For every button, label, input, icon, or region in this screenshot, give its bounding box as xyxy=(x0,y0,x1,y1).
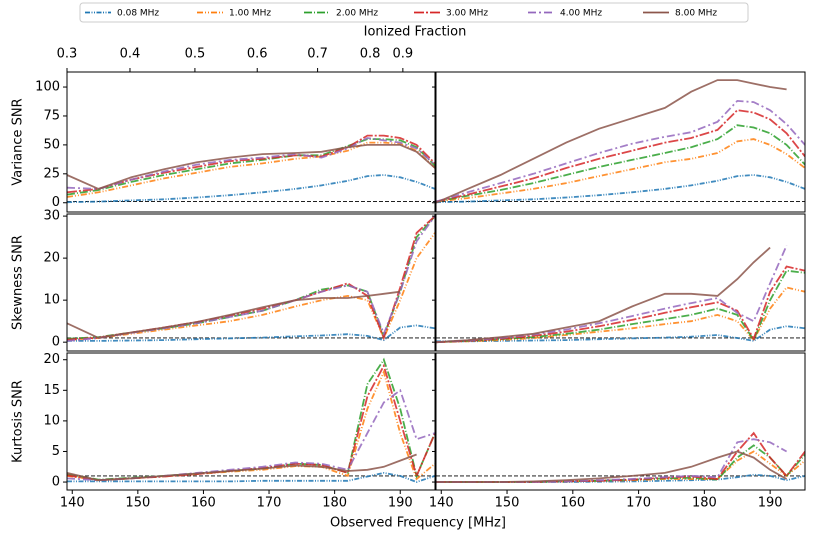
legend-label: 8.00 MHz xyxy=(675,9,717,19)
panel xyxy=(432,71,806,213)
series-line xyxy=(67,232,435,341)
y-tick-label: 30 xyxy=(43,209,60,224)
series-line xyxy=(67,215,435,342)
x-tick-label: 160 xyxy=(560,496,585,511)
y-tick-label: 0 xyxy=(52,475,60,490)
y-tick-label: 0 xyxy=(52,195,60,210)
top-tick-label: 0.3 xyxy=(57,47,78,62)
x-tick-label: 180 xyxy=(322,496,347,511)
y-tick-label: 5 xyxy=(52,444,60,459)
series-line xyxy=(67,215,435,340)
series-line xyxy=(436,450,788,483)
y-tick-label: 10 xyxy=(43,293,60,308)
series-line xyxy=(436,246,771,344)
series-line xyxy=(436,473,805,483)
x-tick-label: 140 xyxy=(60,496,85,511)
y-tick-label: 25 xyxy=(43,166,60,181)
series-group xyxy=(67,215,435,342)
legend-label: 4.00 MHz xyxy=(560,9,602,19)
legend-label: 2.00 MHz xyxy=(336,9,378,19)
top-tick-label: 0.9 xyxy=(393,47,414,62)
y-tick-label: 15 xyxy=(43,383,60,398)
series-group xyxy=(436,245,805,344)
x-tick-label: 150 xyxy=(125,496,150,511)
series-line xyxy=(67,137,435,190)
top-tick-label: 0.5 xyxy=(185,47,206,62)
series-line xyxy=(67,141,435,198)
legend-label: 1.00 MHz xyxy=(229,9,271,19)
series-line xyxy=(67,324,435,342)
series-line xyxy=(67,138,435,196)
y-tick-label: 20 xyxy=(43,352,60,367)
series-line xyxy=(67,369,435,482)
series-line xyxy=(67,174,435,204)
series-line xyxy=(436,109,805,203)
series-line xyxy=(67,453,417,482)
series-group xyxy=(436,431,805,483)
y-axis-label: Variance SNR xyxy=(11,98,26,185)
top-tick-label: 0.4 xyxy=(120,47,141,62)
x-tick-label: 180 xyxy=(692,496,717,511)
panel: 0 25 50 75 100 0.3 0.4 0.5 0.6 0.7 0.8 0.9 xyxy=(35,47,436,213)
panel-frame xyxy=(66,71,436,213)
top-tick-label: 0.8 xyxy=(360,47,381,62)
y-tick-label: 10 xyxy=(43,413,60,428)
series-line xyxy=(436,124,805,203)
series-line xyxy=(436,79,787,204)
series-line xyxy=(67,290,401,339)
panel-frame xyxy=(435,71,806,213)
series-line xyxy=(67,471,435,483)
y-tick-label: 0 xyxy=(52,335,60,350)
legend-label: 0.08 MHz xyxy=(117,9,159,19)
series-group xyxy=(67,134,435,204)
series-line xyxy=(67,363,435,482)
y-axis-label: Skewness SNR xyxy=(11,235,26,330)
series-line xyxy=(436,265,805,344)
series-line xyxy=(436,269,805,344)
legend: 0.08 MHz 1.00 MHz 2.00 MHz 3.00 MHz 4.00 MHz… xyxy=(79,2,749,23)
x-tick-label: 190 xyxy=(388,496,413,511)
top-tick-label: 0.6 xyxy=(247,47,268,62)
panel: 0 5 10 15 20 140 150 160 170 180 190 xyxy=(43,352,436,511)
series-line xyxy=(436,138,805,203)
series-line xyxy=(67,144,435,190)
x-tick-label: 140 xyxy=(429,496,454,511)
panel: 0 10 20 30 xyxy=(43,209,436,352)
panel-frame xyxy=(66,213,436,352)
x-tick-label: 150 xyxy=(495,496,520,511)
series-line xyxy=(436,325,805,343)
x-tick-label: 170 xyxy=(626,496,651,511)
x-axis-label: Observed Frequency [MHz] xyxy=(330,516,506,531)
y-axis-label: Kurtosis SNR xyxy=(11,380,26,463)
series-line xyxy=(67,357,435,481)
top-axis-label: Ionized Fraction xyxy=(364,25,467,40)
x-tick-label: 190 xyxy=(758,496,783,511)
y-tick-label: 75 xyxy=(43,108,60,123)
y-tick-label: 20 xyxy=(43,251,60,266)
series-line xyxy=(436,99,805,203)
panel-frame xyxy=(435,213,806,352)
panel xyxy=(432,213,806,352)
x-tick-label: 160 xyxy=(191,496,216,511)
panel-frame xyxy=(66,352,436,491)
legend-label: 3.00 MHz xyxy=(446,9,488,19)
top-tick-label: 0.7 xyxy=(307,47,328,62)
panel-frame xyxy=(435,352,806,491)
series-group xyxy=(67,357,435,483)
y-tick-label: 100 xyxy=(35,80,60,95)
series-group xyxy=(436,79,805,204)
panel: 140 150 160 170 180 190 xyxy=(429,352,806,511)
x-tick-label: 170 xyxy=(257,496,282,511)
y-tick-label: 50 xyxy=(43,137,60,152)
